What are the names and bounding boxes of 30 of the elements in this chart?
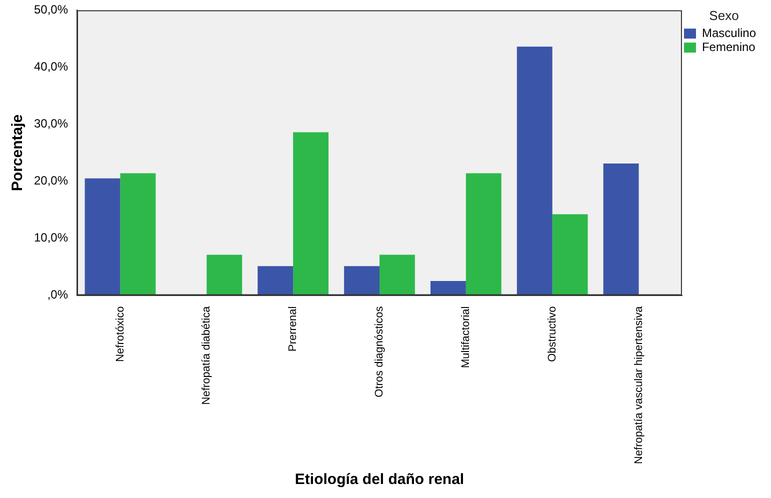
legend-title: Sexo [709,8,739,24]
x-tick-label: Prerrenal [287,306,300,352]
y-tick-label: 10,0% [34,230,68,245]
x-tick-label: Nefropatía vascular hipertensiva [632,305,645,464]
y-tick-label: 20,0% [34,174,68,188]
legend-label: Masculino [702,26,756,40]
bar [344,266,380,296]
x-tick-label: Multifactorial [460,306,472,368]
bar [552,214,588,296]
y-axis-title: Porcentaje [9,114,26,192]
x-tick-label: Otros diagnósticos [374,306,386,398]
x-axis-title: Etiología del daño renal [294,471,464,488]
bar [120,173,156,296]
bar [603,164,639,296]
bar [258,266,294,296]
x-tick-label: Obstructivo [546,306,558,362]
bar [84,178,120,296]
y-tick-label: 40,0% [34,60,68,74]
y-tick-label: ,0% [47,288,68,302]
x-tick-label: Nefropatía diabética [200,305,213,405]
y-tick-label: 50,0% [34,2,68,17]
y-tick-label: 30,0% [34,116,68,131]
bar [380,254,415,296]
bar [430,281,466,296]
bar [293,132,329,296]
bar [206,254,242,296]
x-tick-label: Nefrotóxico [114,306,126,362]
bar [516,46,552,296]
bar [466,173,502,296]
legend-label: Femenino [702,40,756,54]
